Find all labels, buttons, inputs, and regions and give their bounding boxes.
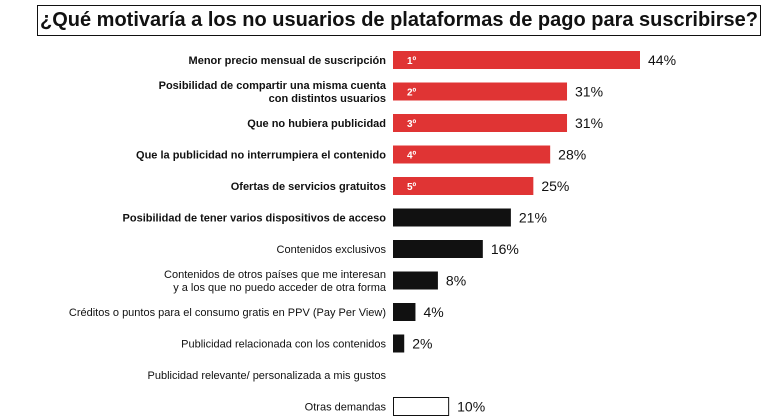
- value-label: 2%: [412, 336, 432, 352]
- rank-label: 4º: [407, 151, 417, 162]
- category-label: Ofertas de servicios gratuitos: [231, 181, 386, 193]
- value-label: 21%: [519, 210, 547, 226]
- category-label: Publicidad relevante/ personalizada a mi…: [148, 370, 387, 382]
- value-label: 25%: [541, 178, 569, 194]
- category-label: Contenidos exclusivos: [277, 244, 387, 256]
- value-label: 44%: [648, 52, 676, 68]
- value-label: 4%: [423, 304, 443, 320]
- category-label: Posibilidad de tener varios dispositivos…: [123, 213, 387, 225]
- bar: [393, 208, 511, 227]
- bar: [393, 271, 438, 290]
- category-label: Menor precio mensual de suscripción: [189, 55, 387, 67]
- bar: [393, 334, 405, 353]
- rank-label: 2º: [407, 88, 417, 99]
- value-label: 8%: [446, 273, 466, 289]
- category-label: Créditos o puntos para el consumo gratis…: [69, 307, 386, 319]
- value-label: 31%: [575, 115, 603, 131]
- bar: [393, 145, 551, 164]
- bar: [393, 303, 416, 321]
- category-label: Que no hubiera publicidad: [247, 118, 386, 130]
- bar: [393, 177, 534, 195]
- value-label: 10%: [457, 399, 485, 415]
- category-label: Otras demandas: [305, 402, 387, 414]
- bar: [393, 397, 450, 416]
- bar: [393, 114, 568, 132]
- chart-title: ¿Qué motivaría a los no usuarios de plat…: [37, 5, 761, 36]
- category-label: Publicidad relacionada con los contenido…: [181, 339, 386, 351]
- rank-label: 1º: [407, 56, 417, 67]
- bar: [393, 51, 640, 69]
- rank-label: 3º: [407, 119, 417, 130]
- bar: [393, 240, 483, 258]
- bar: [393, 82, 568, 101]
- category-label: Posibilidad de compartir una misma cuent…: [159, 80, 387, 105]
- category-label: Que la publicidad no interrumpiera el co…: [136, 150, 386, 162]
- category-label: Contenidos de otros países que me intere…: [164, 269, 387, 294]
- value-label: 31%: [575, 84, 603, 100]
- value-label: 16%: [491, 241, 519, 257]
- value-label: 28%: [558, 147, 586, 163]
- rank-label: 5º: [407, 182, 417, 193]
